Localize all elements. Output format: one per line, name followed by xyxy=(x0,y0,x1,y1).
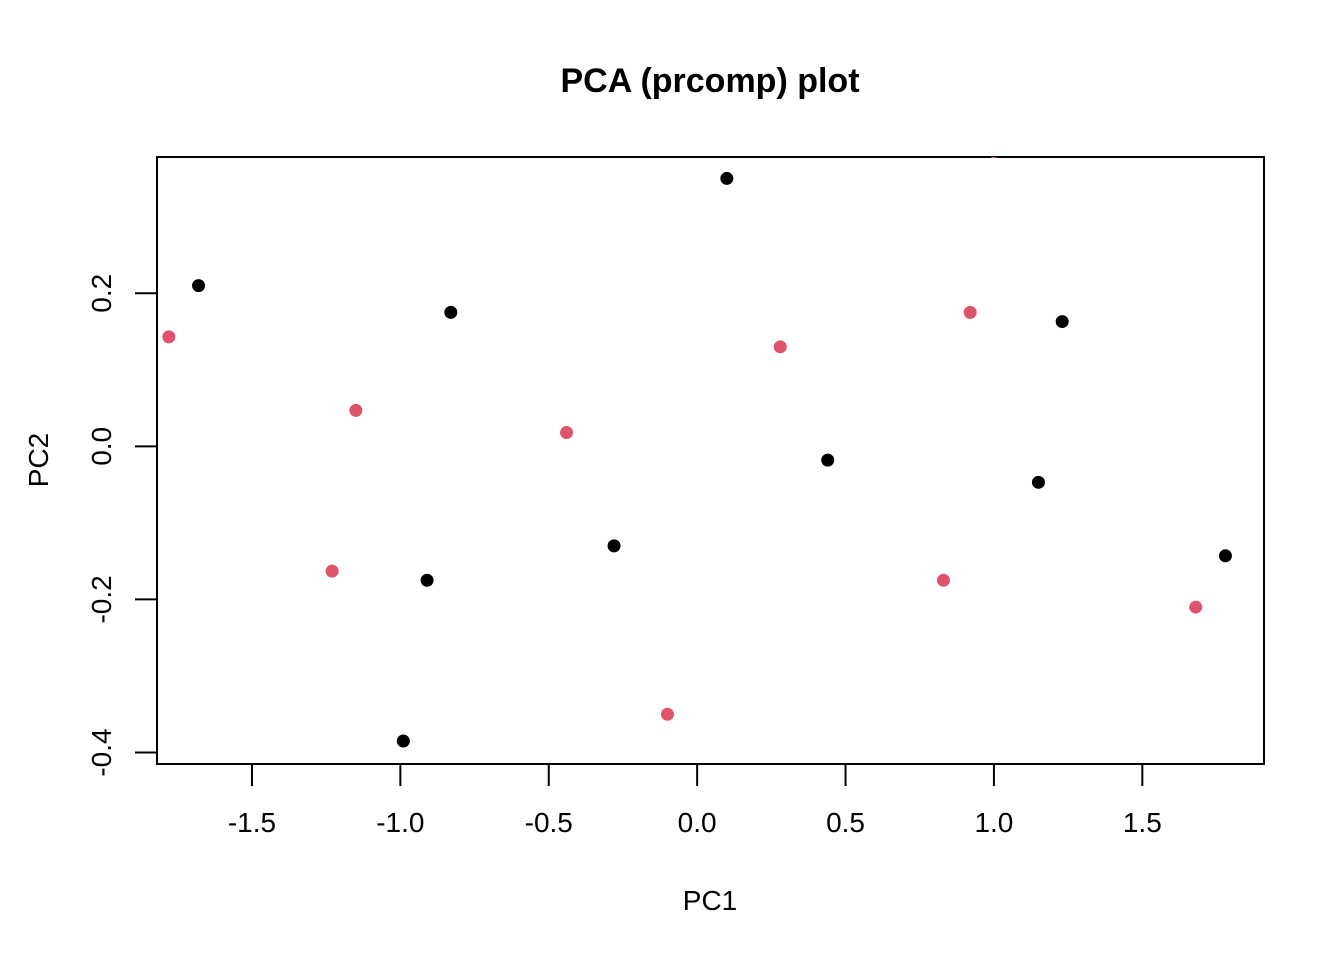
data-point xyxy=(1031,475,1045,489)
data-point xyxy=(963,305,977,319)
data-point xyxy=(1055,315,1069,329)
x-tick-label: -0.5 xyxy=(525,807,573,838)
x-tick-label: 1.0 xyxy=(974,807,1013,838)
chart-title: PCA (prcomp) plot xyxy=(560,62,859,100)
data-point xyxy=(720,171,734,185)
x-axis-label: PC1 xyxy=(683,885,737,916)
x-tick-label: -1.5 xyxy=(228,807,276,838)
data-point xyxy=(444,305,458,319)
y-tick-label: -0.4 xyxy=(86,728,117,776)
x-tick-label: 0.0 xyxy=(678,807,717,838)
y-tick-label: -0.2 xyxy=(86,575,117,623)
data-point xyxy=(607,539,621,553)
data-point xyxy=(773,340,787,354)
x-tick-label: 0.5 xyxy=(826,807,865,838)
data-point xyxy=(325,564,339,578)
x-tick-label: 1.5 xyxy=(1123,807,1162,838)
y-tick-label: 0.2 xyxy=(86,274,117,313)
data-point xyxy=(192,279,206,293)
x-axis: -1.5 -1.0 -0.5 0.0 0.5 1.0 1.5 xyxy=(228,763,1162,838)
data-point xyxy=(936,573,950,587)
plot-area-frame xyxy=(156,156,1265,765)
data-point xyxy=(396,734,410,748)
data-points xyxy=(162,157,1232,748)
data-point xyxy=(1189,600,1203,614)
data-point xyxy=(560,426,574,440)
data-point xyxy=(420,573,434,587)
data-point xyxy=(821,453,835,467)
data-point xyxy=(990,157,998,159)
x-tick-label: -1.0 xyxy=(376,807,424,838)
data-point xyxy=(1218,549,1232,563)
data-point xyxy=(349,403,363,417)
y-axis: -0.4 -0.2 0.0 0.2 xyxy=(86,274,158,777)
data-point xyxy=(162,330,176,344)
y-axis-label: PC2 xyxy=(23,433,54,487)
y-tick-label: 0.0 xyxy=(86,427,117,466)
data-point xyxy=(660,707,674,721)
